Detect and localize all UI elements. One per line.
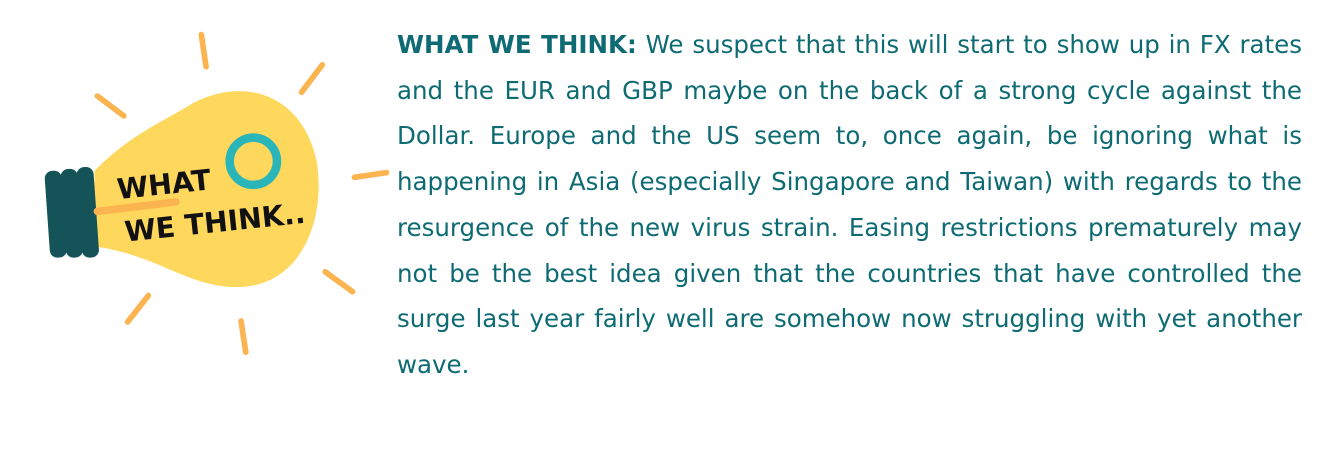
what-we-think-paragraph: WHAT WE THINK.. WHAT WE THINK: We suspec… bbox=[35, 22, 1302, 388]
lightbulb-illustration: WHAT WE THINK.. bbox=[44, 31, 390, 356]
lead-heading: WHAT WE THINK: bbox=[397, 30, 637, 59]
light-rays bbox=[94, 31, 390, 356]
logo-ring-icon bbox=[225, 133, 282, 190]
body-text: We suspect that this will start to show … bbox=[397, 30, 1302, 379]
bulb-base-icon bbox=[44, 166, 99, 258]
